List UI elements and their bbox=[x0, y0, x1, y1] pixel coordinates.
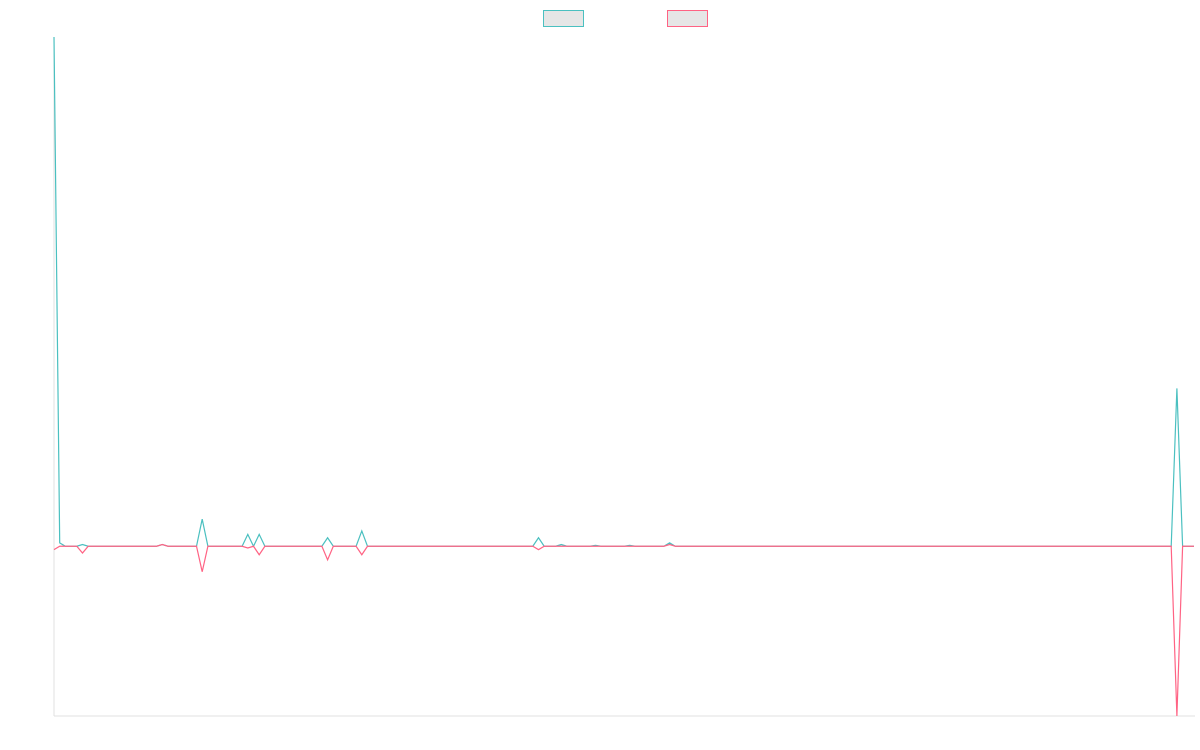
legend-swatch bbox=[543, 10, 584, 27]
legend-swatch bbox=[667, 10, 708, 27]
series-line bbox=[53, 543, 1194, 717]
series-line bbox=[53, 36, 1194, 548]
